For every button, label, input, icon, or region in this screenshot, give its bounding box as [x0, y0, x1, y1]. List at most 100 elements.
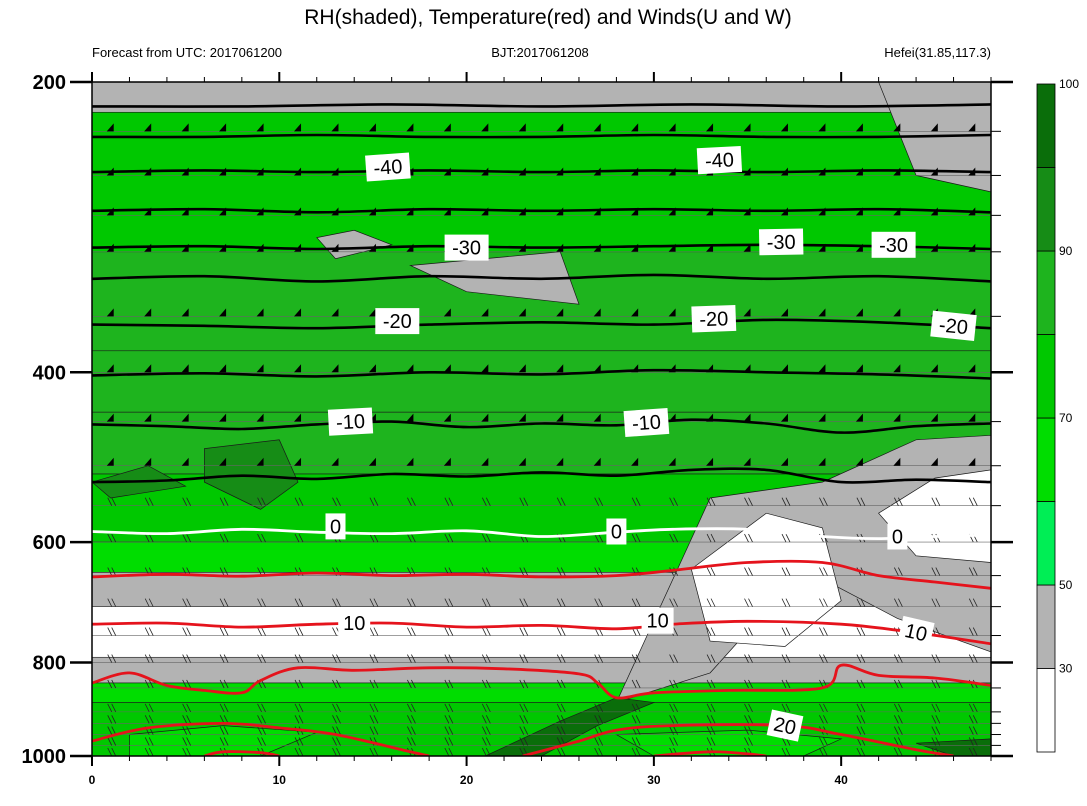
wind-barb	[219, 413, 227, 422]
wind-barb	[444, 715, 454, 724]
wind-feather	[669, 598, 674, 607]
wind-barb	[706, 123, 714, 132]
wind-flag	[106, 308, 114, 317]
wind-barb	[819, 497, 828, 506]
wind-feather	[485, 497, 491, 506]
wind-barb	[182, 627, 192, 636]
wind-flag	[780, 123, 788, 132]
wind-barb	[182, 715, 192, 724]
wind-barb	[368, 457, 376, 466]
contour-label-box	[641, 607, 674, 634]
wind-feather	[144, 747, 150, 756]
wind-feather	[144, 715, 150, 724]
wind-feather	[972, 703, 978, 713]
wind-feather	[931, 497, 937, 506]
wind-barb	[144, 364, 152, 373]
wind-feather	[673, 627, 678, 636]
wind-feather	[856, 715, 862, 724]
wind-barb	[669, 715, 678, 724]
wind-feather	[598, 533, 604, 543]
wind-feather	[411, 737, 416, 746]
wind-feather	[444, 598, 450, 607]
wind-barb	[780, 413, 788, 422]
wind-flag	[893, 123, 901, 132]
wind-barb	[669, 598, 678, 607]
wind-feather	[261, 598, 266, 607]
wind-barb	[706, 598, 716, 607]
wind-barb	[818, 457, 826, 466]
wind-feather	[748, 598, 753, 607]
wind-feather	[407, 533, 412, 543]
wind-feather	[598, 737, 604, 746]
wind-feather	[298, 679, 304, 689]
wind-flag	[855, 308, 863, 317]
wind-feather	[968, 567, 974, 576]
wind-barb	[855, 413, 863, 422]
wind-flag	[780, 413, 788, 422]
wind-barb	[819, 598, 828, 607]
wind-barb	[182, 533, 192, 543]
wind-flag	[368, 364, 376, 373]
wind-feather	[935, 715, 941, 724]
wind-feather	[444, 533, 450, 543]
wind-feather	[444, 715, 450, 724]
wind-flag	[369, 74, 376, 82]
wind-feather	[111, 567, 117, 576]
wind-flag	[331, 74, 338, 82]
temperature-contour-line	[92, 663, 991, 700]
wind-barb	[968, 457, 976, 466]
wind-feather	[257, 533, 262, 543]
wind-barb	[781, 533, 791, 543]
wind-feather	[931, 726, 937, 735]
wind-feather	[481, 679, 487, 689]
wind-feather	[373, 726, 379, 735]
wind-feather	[560, 715, 566, 724]
wind-feather	[144, 737, 150, 746]
wind-barb	[856, 679, 866, 689]
wind-barb	[106, 413, 114, 422]
wind-feather	[706, 533, 712, 543]
wind-feather	[968, 627, 974, 636]
wind-feather	[931, 715, 937, 724]
temperature-contour-line	[92, 527, 991, 540]
wind-barb	[444, 726, 454, 735]
wind-barb	[332, 679, 341, 689]
wind-barb	[256, 457, 264, 466]
wind-feather	[560, 627, 566, 636]
wind-feather	[744, 726, 749, 735]
wind-feather	[186, 627, 192, 636]
wind-feather	[706, 679, 712, 689]
wind-barb	[519, 703, 529, 713]
wind-feather	[594, 737, 600, 746]
wind-feather	[186, 654, 192, 663]
wind-barb	[519, 715, 529, 724]
contour-label-text: -30	[879, 235, 908, 257]
wind-feather	[893, 715, 899, 724]
wind-feather	[448, 654, 454, 663]
wind-barb	[294, 364, 302, 373]
y-tick-label: 600	[33, 532, 66, 554]
wind-barb	[856, 497, 866, 506]
wind-feather	[823, 497, 828, 506]
wind-feather	[935, 703, 941, 713]
temperature-contour-line	[92, 169, 991, 174]
wind-feather	[111, 533, 117, 543]
wind-feather	[823, 654, 828, 663]
wind-barb	[668, 457, 676, 466]
colorbar-label: 90	[1059, 244, 1073, 258]
wind-flag	[744, 74, 751, 82]
wind-barb	[257, 737, 266, 746]
wind-barb	[219, 123, 227, 132]
wind-feather	[893, 737, 899, 746]
wind-barb	[781, 567, 791, 576]
wind-feather	[186, 715, 192, 724]
wind-flag	[556, 74, 563, 82]
wind-feather	[744, 533, 749, 543]
wind-barb	[294, 457, 302, 466]
wind-feather	[744, 598, 749, 607]
wind-feather	[332, 737, 337, 746]
wind-flag	[818, 457, 826, 466]
wind-barb	[369, 715, 379, 724]
wind-feather	[294, 533, 300, 543]
wind-feather	[748, 679, 753, 689]
